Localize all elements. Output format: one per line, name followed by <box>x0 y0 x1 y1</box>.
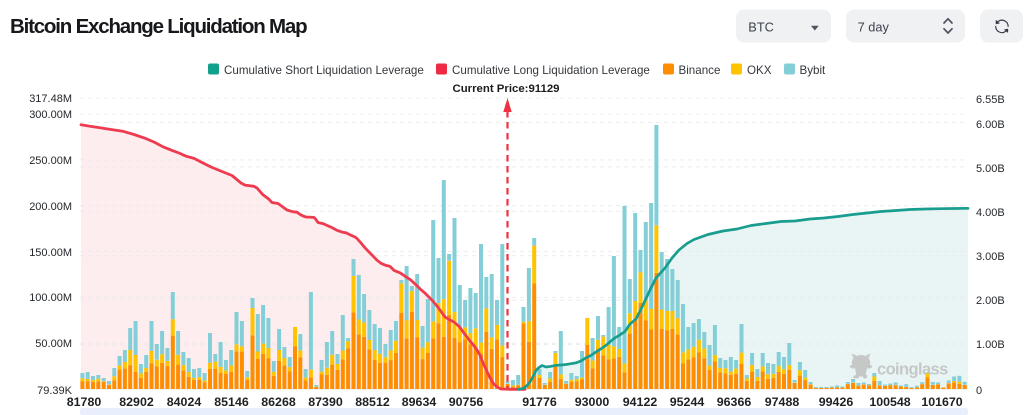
svg-text:100.00M: 100.00M <box>29 292 72 304</box>
svg-text:3.00B: 3.00B <box>976 251 1005 263</box>
svg-text:86268: 86268 <box>261 395 296 409</box>
svg-text:300.00M: 300.00M <box>29 109 72 121</box>
svg-text:82902: 82902 <box>119 395 154 409</box>
svg-text:81780: 81780 <box>67 395 102 409</box>
svg-text:150.00M: 150.00M <box>29 247 72 259</box>
svg-text:84024: 84024 <box>167 395 202 409</box>
svg-text:Bitcoin Exchange Liquidation M: Bitcoin Exchange Liquidation Map <box>10 15 307 38</box>
svg-text:Binance: Binance <box>679 64 721 77</box>
svg-text:coinglass: coinglass <box>877 361 948 379</box>
svg-text:88512: 88512 <box>355 395 390 409</box>
svg-text:317.48M: 317.48M <box>29 93 72 105</box>
svg-text:2.00B: 2.00B <box>976 295 1005 307</box>
svg-text:250.00M: 250.00M <box>29 155 72 167</box>
svg-text:Current Price:91129: Current Price:91129 <box>452 83 559 95</box>
svg-text:OKX: OKX <box>747 64 772 77</box>
svg-text:93000: 93000 <box>575 395 610 409</box>
svg-text:90756: 90756 <box>449 395 484 409</box>
svg-text:BTC: BTC <box>748 20 774 35</box>
svg-text:97488: 97488 <box>765 395 800 409</box>
svg-text:101670: 101670 <box>921 395 962 409</box>
svg-text:4.00B: 4.00B <box>976 207 1005 219</box>
svg-text:Cumulative Long Liquidation Le: Cumulative Long Liquidation Leverage <box>452 64 650 77</box>
svg-text:1.00B: 1.00B <box>976 339 1005 351</box>
svg-text:5.00B: 5.00B <box>976 163 1005 175</box>
svg-text:94122: 94122 <box>623 395 658 409</box>
svg-text:99426: 99426 <box>819 395 854 409</box>
svg-text:85146: 85146 <box>214 395 249 409</box>
svg-text:89634: 89634 <box>402 395 437 409</box>
svg-text:50.00M: 50.00M <box>35 338 72 350</box>
svg-text:91776: 91776 <box>522 395 557 409</box>
svg-text:Bybit: Bybit <box>800 64 827 77</box>
svg-text:95244: 95244 <box>670 395 705 409</box>
svg-text:100548: 100548 <box>869 395 910 409</box>
svg-text:96366: 96366 <box>717 395 752 409</box>
svg-text:7 day: 7 day <box>858 20 890 35</box>
svg-text:6.55B: 6.55B <box>976 94 1005 106</box>
svg-text:6.00B: 6.00B <box>976 119 1005 131</box>
svg-text:Cumulative Short Liquidation L: Cumulative Short Liquidation Leverage <box>224 64 424 77</box>
svg-text:79.39K: 79.39K <box>37 385 73 397</box>
svg-text:87390: 87390 <box>308 395 343 409</box>
svg-text:200.00M: 200.00M <box>29 201 72 213</box>
svg-text:0: 0 <box>976 385 982 397</box>
